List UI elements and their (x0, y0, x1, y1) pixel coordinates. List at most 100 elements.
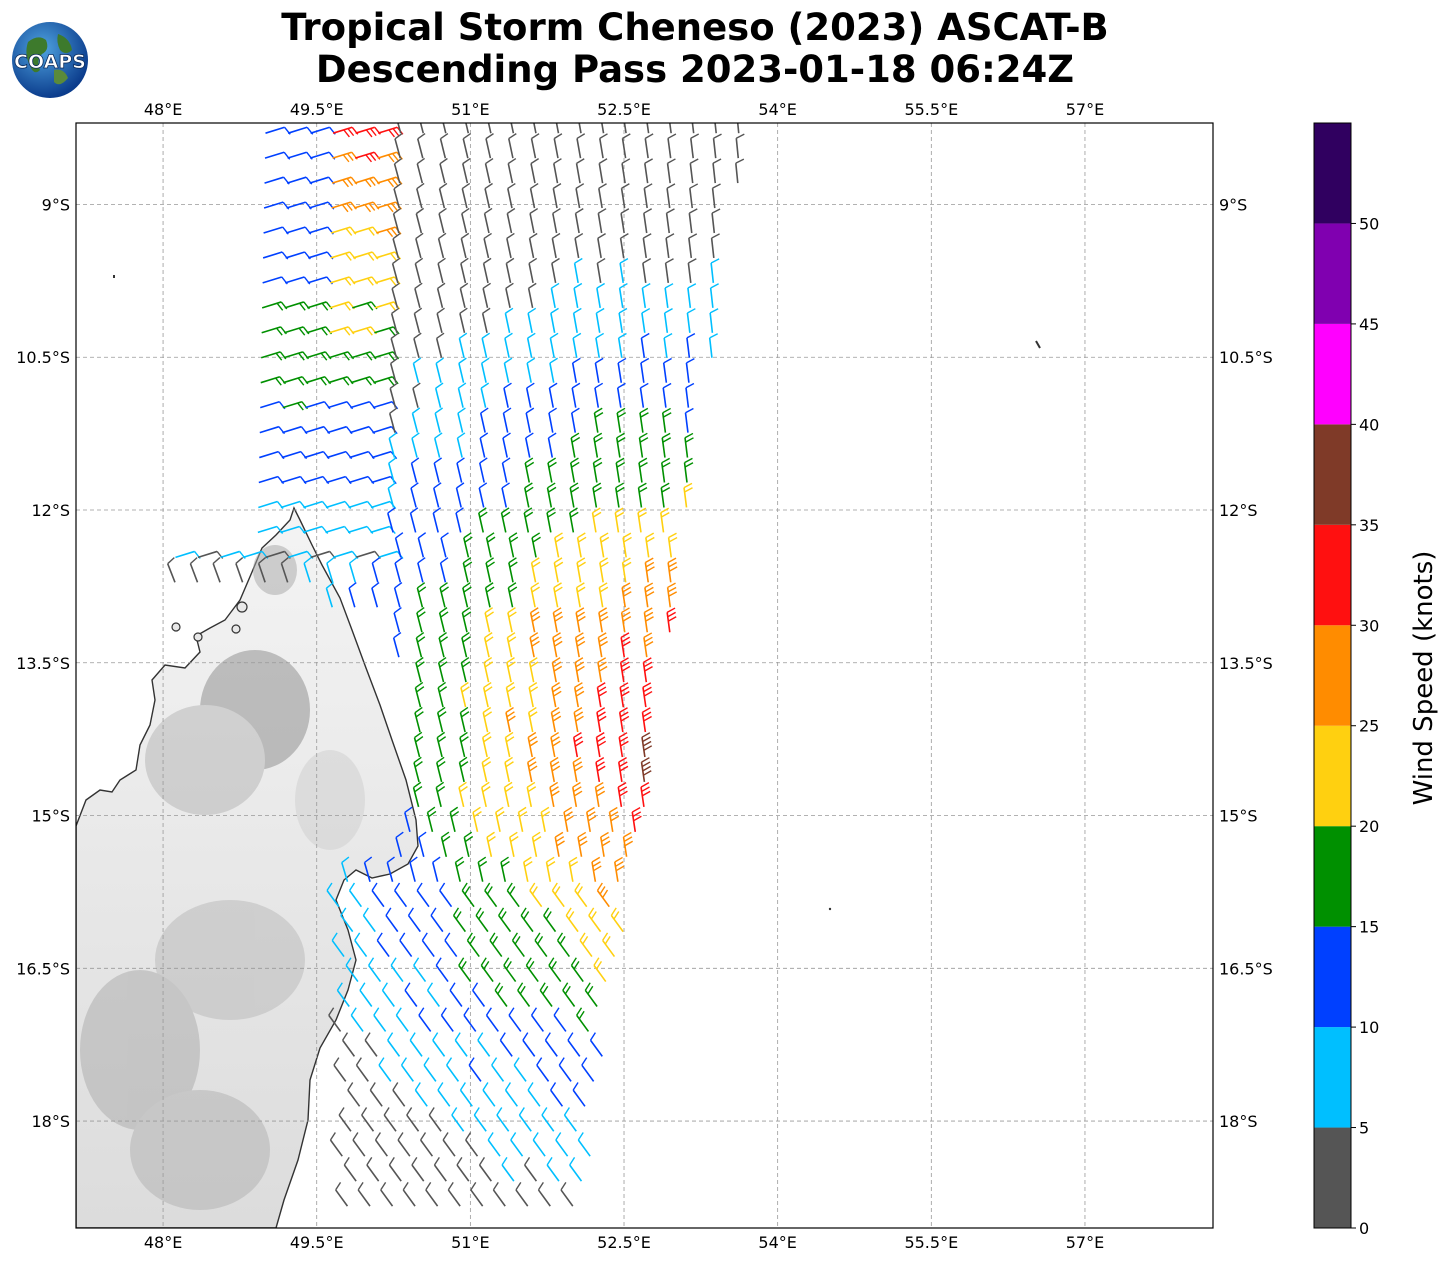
wind-barb (473, 1114, 487, 1132)
wind-barb (432, 512, 439, 533)
wind-barb (381, 989, 395, 1007)
wind-barb (404, 812, 411, 833)
wind-barb (640, 362, 645, 383)
wind-barb (352, 1139, 366, 1157)
wind-barb (351, 326, 372, 334)
wind-barb (529, 213, 535, 234)
wind-barb (553, 138, 559, 159)
wind-barb (371, 562, 379, 583)
coaps-logo-icon: COAPS (12, 22, 88, 98)
wind-barb (376, 176, 397, 184)
wind-barb (305, 400, 325, 409)
wind-barb (414, 288, 421, 309)
lon-tick-label-bottom: 48°E (144, 1233, 182, 1252)
wind-barb (459, 1089, 473, 1107)
wind-barb (455, 512, 462, 533)
wind-barb (444, 939, 458, 958)
wind-barb (621, 138, 627, 159)
wind-barb (349, 450, 369, 459)
wind-barb (258, 475, 279, 484)
wind-barb (642, 662, 648, 683)
wind-barb (462, 587, 469, 608)
wind-barb (577, 836, 583, 857)
wind-barb (482, 288, 489, 309)
wind-barb (328, 1014, 342, 1032)
wind-barb (570, 964, 584, 983)
wind-barb (598, 163, 604, 184)
wind-barb (286, 176, 307, 184)
wind-barb (644, 138, 649, 159)
wind-barb (548, 412, 554, 433)
wind-barb (458, 363, 465, 383)
wind-barb (335, 1189, 349, 1207)
wind-barb (664, 287, 669, 308)
wind-barb (644, 163, 649, 184)
wind-barb (501, 462, 508, 483)
wind-barb (660, 462, 666, 483)
wind-barb (485, 562, 492, 583)
wind-barb (643, 213, 648, 234)
wind-barb (551, 890, 565, 908)
wind-barb (506, 662, 512, 683)
wind-barb (416, 163, 424, 184)
wind-barb (504, 313, 511, 333)
wind-barb (439, 138, 447, 159)
wind-barb (260, 351, 281, 359)
wind-barb (465, 1139, 479, 1157)
wind-barb (372, 400, 393, 409)
wind-barb (411, 438, 418, 458)
wind-barb (689, 163, 694, 184)
wind-barb (550, 737, 556, 758)
colorbar-tick-label: 30 (1359, 616, 1379, 635)
wind-barb (504, 338, 510, 358)
wind-barb (708, 337, 713, 358)
wind-barb (436, 288, 444, 309)
wind-barb (393, 188, 401, 209)
wind-barb (338, 1114, 352, 1132)
wind-barb (503, 362, 510, 383)
wind-barb (622, 537, 627, 558)
wind-barb (572, 312, 578, 333)
wind-barb (284, 276, 305, 284)
wind-barb (235, 563, 244, 583)
wind-barb (598, 188, 603, 209)
wind-barb (505, 687, 512, 708)
wind-barb (496, 1114, 510, 1132)
wind-barb (620, 637, 626, 658)
wind-barb (592, 487, 598, 508)
wind-barb (574, 890, 588, 908)
wind-barb (662, 362, 668, 383)
wind-barb (506, 637, 513, 658)
wind-barb (618, 712, 624, 733)
wind-barb (563, 1114, 577, 1132)
wind-barb (309, 151, 330, 159)
wind-barb (440, 837, 448, 857)
wind-barb (410, 487, 417, 508)
wind-barb (389, 363, 397, 383)
wind-barb (353, 201, 374, 209)
wind-barb (345, 964, 359, 983)
wind-barb (480, 363, 487, 383)
wind-barb (546, 487, 553, 508)
wind-barb (440, 537, 447, 558)
wind-barb (264, 151, 285, 159)
wind-barb (593, 437, 599, 458)
wind-barb (354, 939, 368, 958)
wind-barb (591, 512, 597, 533)
wind-barb (508, 837, 515, 857)
wind-barb (417, 562, 424, 583)
wind-barb (280, 500, 301, 509)
wind-barb (584, 989, 598, 1007)
wind-barb (263, 201, 284, 209)
wind-barb (619, 238, 625, 259)
wind-barb (594, 787, 600, 808)
wind-barb (438, 188, 446, 209)
wind-barb (341, 1039, 356, 1057)
wind-barb (547, 437, 554, 458)
wind-barb (392, 238, 400, 259)
wind-barb (434, 413, 441, 433)
wind-barb (644, 562, 650, 583)
wind-barb (414, 263, 422, 284)
wind-barb (483, 662, 490, 683)
